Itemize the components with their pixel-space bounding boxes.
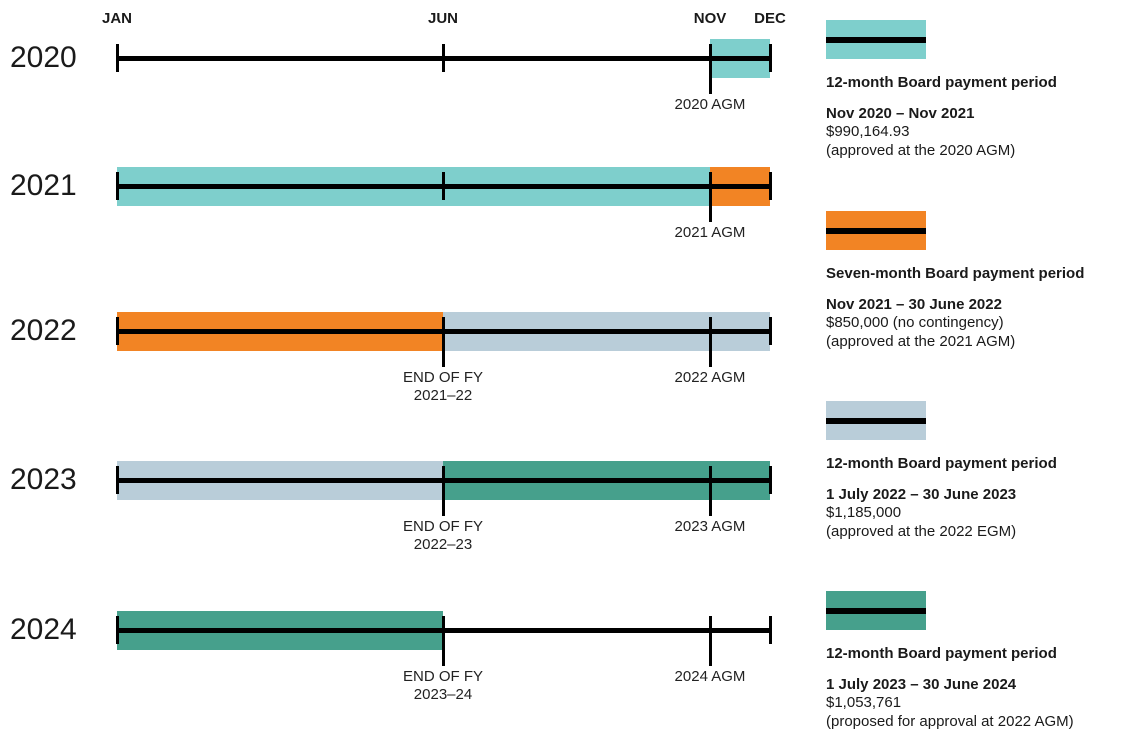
legend-swatch-line — [826, 418, 926, 424]
tick-2023-jun — [442, 466, 445, 516]
legend-date-range: Nov 2020 – Nov 2021 — [826, 105, 975, 122]
marker-label-2020-nov: 2020 AGM — [674, 96, 746, 113]
tick-2021-nov — [709, 172, 712, 222]
marker-label-2023-jun: END OF FY 2022–23 — [402, 518, 484, 553]
tick-2021-dec — [769, 172, 772, 200]
legend-swatch — [826, 591, 926, 630]
legend-amount: $850,000 (no contingency) — [826, 314, 1004, 331]
tick-2022-jan — [116, 317, 119, 345]
tick-2022-nov — [709, 317, 712, 367]
legend-approval-note: (approved at the 2022 EGM) — [826, 523, 1017, 540]
legend-approval-note: (proposed for approval at 2022 AGM) — [826, 713, 1074, 730]
tick-2023-dec — [769, 466, 772, 494]
tick-2024-nov — [709, 616, 712, 666]
legend-heading: 12-month Board payment period — [826, 74, 1057, 91]
legend-approval-note: (approved at the 2021 AGM) — [826, 333, 1016, 350]
legend-amount: $1,053,761 — [826, 694, 902, 711]
year-label-2023: 2023 — [10, 463, 77, 496]
marker-label-2022-nov: 2022 AGM — [674, 369, 746, 386]
legend-entry-2: Seven-month Board payment period Nov 2021… — [826, 211, 1126, 351]
year-label-2022: 2022 — [10, 314, 77, 347]
tick-2024-jun — [442, 616, 445, 666]
legend-swatch — [826, 20, 926, 59]
month-label-nov: NOV — [693, 10, 727, 27]
tick-2023-nov — [709, 466, 712, 516]
legend-heading: 12-month Board payment period — [826, 645, 1057, 662]
legend-swatch-line — [826, 608, 926, 614]
legend-entry-3: 12-month Board payment period 1 July 2022… — [826, 401, 1126, 541]
legend-date-range: Nov 2021 – 30 June 2022 — [826, 296, 1002, 313]
year-label-2024: 2024 — [10, 613, 77, 646]
year-label-2021: 2021 — [10, 169, 77, 202]
marker-label-2024-jun: END OF FY 2023–24 — [402, 668, 484, 703]
legend-heading: 12-month Board payment period — [826, 455, 1057, 472]
month-label-dec: DEC — [754, 10, 786, 27]
tick-2020-jan — [116, 44, 119, 72]
legend-swatch-line — [826, 228, 926, 234]
legend-swatch — [826, 211, 926, 250]
year-label-2020: 2020 — [10, 41, 77, 74]
tick-2020-jun — [442, 44, 445, 72]
legend-approval-note: (approved at the 2020 AGM) — [826, 142, 1016, 159]
legend-amount: $990,164.93 — [826, 123, 910, 140]
legend-entry-1: 12-month Board payment period Nov 2020 – … — [826, 20, 1126, 160]
marker-label-2022-jun: END OF FY 2021–22 — [402, 369, 484, 404]
legend-entry-4: 12-month Board payment period 1 July 2023… — [826, 591, 1126, 731]
marker-label-2024-nov: 2024 AGM — [674, 668, 746, 685]
legend-amount: $1,185,000 — [826, 504, 902, 521]
month-label-jan: JAN — [101, 10, 133, 27]
legend-heading: Seven-month Board payment period — [826, 265, 1085, 282]
tick-2024-dec — [769, 616, 772, 644]
tick-2022-jun — [442, 317, 445, 367]
legend-date-range: 1 July 2022 – 30 June 2023 — [826, 486, 1017, 503]
tick-2020-nov — [709, 44, 712, 94]
tick-2020-dec — [769, 44, 772, 72]
tick-2021-jun — [442, 172, 445, 200]
marker-label-2021-nov: 2021 AGM — [674, 224, 746, 241]
legend-date-range: 1 July 2023 – 30 June 2024 — [826, 676, 1017, 693]
tick-2023-jan — [116, 466, 119, 494]
month-label-jun: JUN — [427, 10, 459, 27]
legend-swatch — [826, 401, 926, 440]
tick-2024-jan — [116, 616, 119, 644]
tick-2022-dec — [769, 317, 772, 345]
marker-label-2023-nov: 2023 AGM — [674, 518, 746, 535]
tick-2021-jan — [116, 172, 119, 200]
legend-swatch-line — [826, 37, 926, 43]
